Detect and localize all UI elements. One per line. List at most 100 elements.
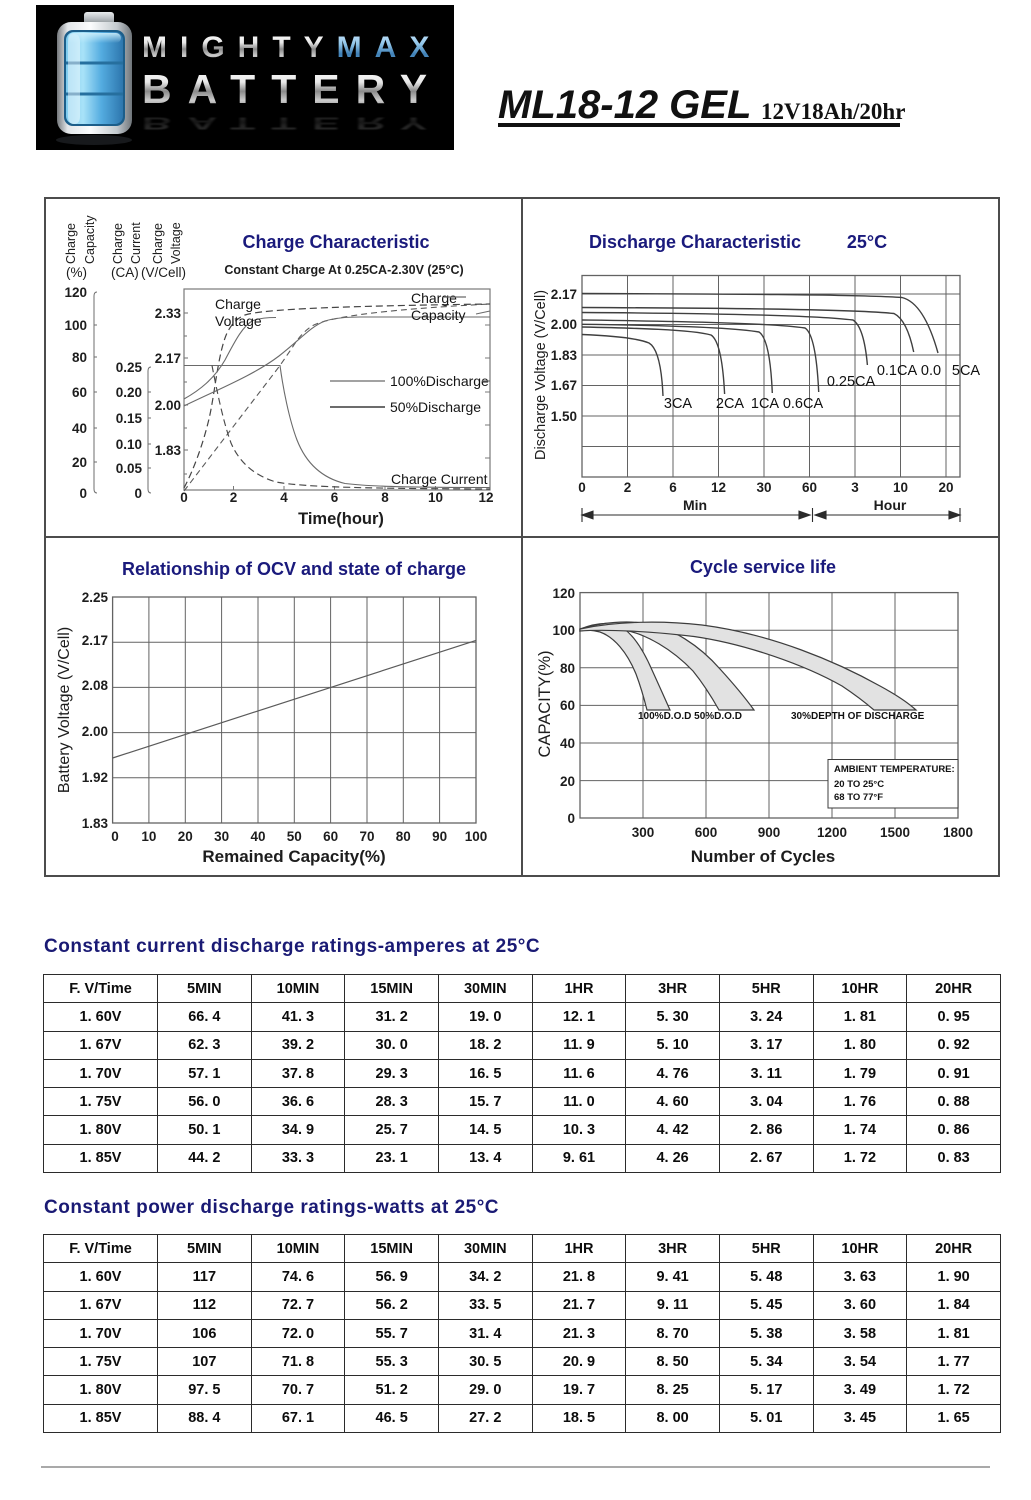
svg-text:4: 4 [280,490,288,505]
svg-text:40: 40 [560,736,575,751]
svg-text:(%): (%) [66,265,87,280]
svg-text:100: 100 [552,623,575,638]
svg-text:1200: 1200 [817,825,847,840]
svg-text:Current: Current [129,222,143,264]
svg-text:20: 20 [178,829,193,844]
svg-text:10: 10 [428,490,443,505]
svg-text:40: 40 [72,421,87,436]
svg-text:25°C: 25°C [847,232,887,252]
svg-text:80: 80 [560,661,575,676]
svg-text:1.83: 1.83 [82,816,109,831]
svg-text:2.00: 2.00 [82,724,108,739]
svg-text:80: 80 [396,829,411,844]
svg-text:60: 60 [323,829,338,844]
svg-text:Charge: Charge [64,223,78,264]
svg-text:60: 60 [560,698,575,713]
svg-text:2CA: 2CA [716,396,745,412]
svg-text:Voltage: Voltage [215,313,262,329]
svg-text:Charge: Charge [151,223,165,264]
svg-text:Cycle service life: Cycle service life [690,557,836,577]
svg-text:100: 100 [465,829,488,844]
svg-text:2.17: 2.17 [155,351,181,366]
svg-text:0: 0 [180,490,188,505]
svg-text:2: 2 [624,480,632,495]
svg-text:1.83: 1.83 [155,443,182,458]
svg-text:0: 0 [134,486,142,501]
svg-text:12: 12 [711,480,726,495]
svg-text:1.50: 1.50 [551,409,577,424]
svg-text:2.25: 2.25 [82,590,109,605]
svg-text:10: 10 [141,829,156,844]
svg-text:600: 600 [695,825,718,840]
svg-text:Min: Min [683,497,707,513]
svg-text:30%DEPTH OF DISCHARGE: 30%DEPTH OF DISCHARGE [791,711,925,722]
svg-text:50%Discharge: 50%Discharge [390,399,481,415]
svg-text:1.67: 1.67 [551,378,577,393]
svg-text:Constant Charge At 0.25CA-2.30: Constant Charge At 0.25CA-2.30V (25°C) [224,263,463,277]
svg-text:(V/Cell): (V/Cell) [141,265,186,280]
svg-text:12: 12 [478,490,493,505]
svg-text:CAPACITY(%): CAPACITY(%) [536,651,554,758]
svg-text:6: 6 [669,480,677,495]
svg-text:80: 80 [72,350,87,365]
svg-text:900: 900 [758,825,781,840]
svg-text:Charge: Charge [411,290,457,306]
svg-text:60: 60 [802,480,817,495]
svg-text:Charge: Charge [215,296,261,312]
svg-text:2.17: 2.17 [551,287,577,302]
svg-text:0: 0 [567,811,575,826]
svg-text:68 TO 77°F: 68 TO 77°F [834,792,883,803]
svg-text:30: 30 [756,480,771,495]
svg-text:Charge: Charge [111,223,125,264]
svg-text:Charge Characteristic: Charge Characteristic [242,232,429,252]
svg-text:20: 20 [938,480,953,495]
svg-text:100%D.O.D 50%D.O.D: 100%D.O.D 50%D.O.D [638,711,742,722]
svg-text:Remained Capacity(%): Remained Capacity(%) [202,847,385,866]
svg-text:0.15: 0.15 [116,411,143,426]
svg-text:20: 20 [560,774,575,789]
svg-text:0.10: 0.10 [116,437,142,452]
svg-text:40: 40 [250,829,265,844]
svg-text:0: 0 [79,486,87,501]
svg-text:100: 100 [64,318,87,333]
svg-text:20: 20 [72,455,87,470]
svg-text:10: 10 [893,480,908,495]
svg-text:120: 120 [64,285,87,300]
svg-text:Hour: Hour [874,497,907,513]
svg-text:Voltage: Voltage [169,222,183,264]
svg-text:20 TO 25°C: 20 TO 25°C [834,779,884,790]
svg-text:50: 50 [287,829,302,844]
svg-text:90: 90 [432,829,447,844]
svg-text:1.83: 1.83 [551,348,578,363]
svg-text:0.0: 0.0 [921,363,941,379]
svg-text:0.05: 0.05 [116,461,143,476]
svg-text:AMBIENT TEMPERATURE:: AMBIENT TEMPERATURE: [834,764,955,775]
svg-text:2.08: 2.08 [82,678,109,693]
svg-text:Capacity: Capacity [411,307,465,323]
svg-text:3: 3 [851,480,859,495]
svg-text:0.6CA: 0.6CA [783,396,824,412]
svg-text:60: 60 [72,385,87,400]
svg-text:Battery Voltage (V/Cell): Battery Voltage (V/Cell) [56,627,73,793]
svg-text:100%Discharge: 100%Discharge [390,373,489,389]
svg-text:5CA: 5CA [952,363,981,379]
svg-text:120: 120 [552,586,575,601]
svg-text:300: 300 [632,825,655,840]
svg-text:3CA: 3CA [664,396,693,412]
svg-text:Discharge Voltage (V/Cell): Discharge Voltage (V/Cell) [533,290,549,460]
svg-text:70: 70 [359,829,374,844]
svg-text:8: 8 [381,490,389,505]
svg-text:0.25CA: 0.25CA [827,374,876,390]
svg-text:6: 6 [331,490,339,505]
svg-text:Discharge Characteristic: Discharge Characteristic [589,232,801,252]
svg-text:Charge Current: Charge Current [391,471,488,487]
svg-text:Number of Cycles: Number of Cycles [691,847,836,866]
svg-text:0: 0 [578,480,586,495]
svg-text:2.00: 2.00 [551,317,577,332]
svg-text:Relationship of OCV and state: Relationship of OCV and state of charge [122,559,466,579]
svg-text:0.25: 0.25 [116,360,143,375]
svg-text:1.92: 1.92 [82,770,108,785]
svg-text:30: 30 [214,829,229,844]
svg-text:2.00: 2.00 [155,398,181,413]
svg-text:1800: 1800 [943,825,973,840]
